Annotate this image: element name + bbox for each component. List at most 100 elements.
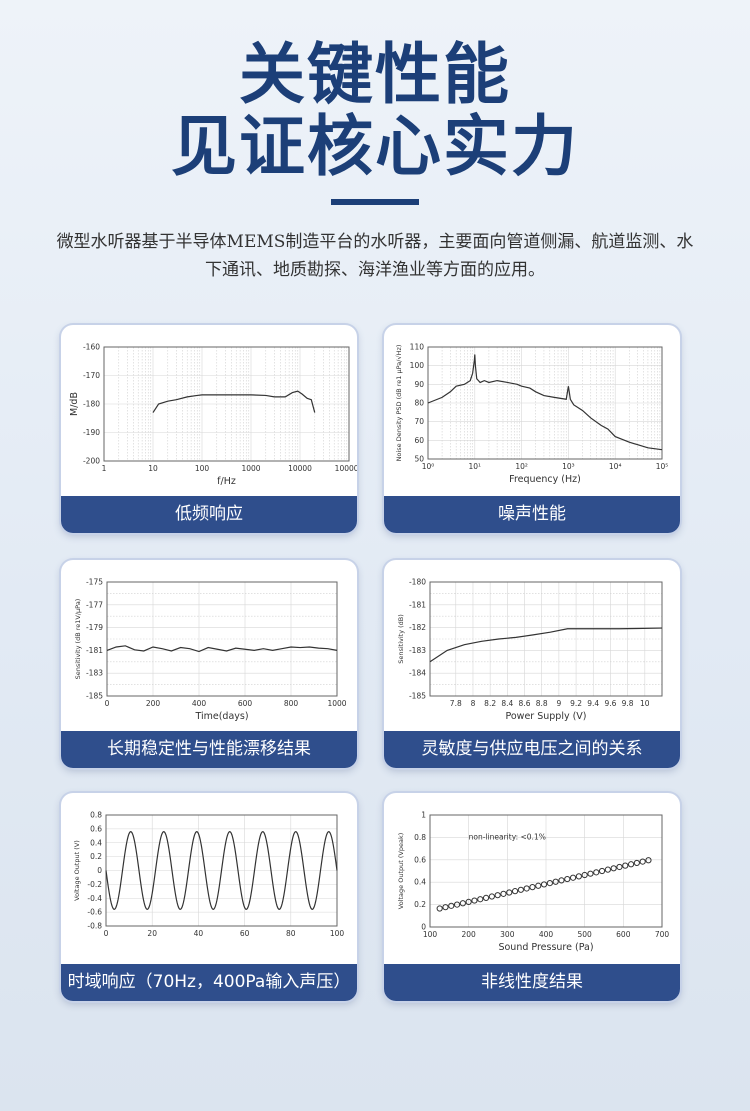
data-point <box>436 905 443 912</box>
x-tick-label: 8.8 <box>536 699 548 708</box>
chart-card-long-term-stability: 0 200 400 600 800 1000 -175 -177 -179 -181 -183 -18… <box>61 560 357 768</box>
data-point <box>506 889 513 896</box>
data-point <box>604 866 611 873</box>
data-point <box>558 877 565 884</box>
y-tick-label: 0 <box>97 866 102 875</box>
data-point <box>645 857 652 864</box>
y-tick-label: 60 <box>414 436 424 445</box>
y-tick-label: -0.8 <box>87 922 102 931</box>
x-tick-label: 10 <box>640 699 650 708</box>
title-underline <box>331 199 419 205</box>
x-tick-label: 8.6 <box>519 699 531 708</box>
plot-frame <box>429 581 663 697</box>
y-tick-label: 0.4 <box>90 838 102 847</box>
x-tick-label: 80 <box>286 929 296 938</box>
x-tick-label: 20 <box>147 929 157 938</box>
series-line <box>429 627 663 663</box>
series-line <box>152 390 316 413</box>
data-point <box>471 897 478 904</box>
x-tick-label: 100 <box>195 464 210 473</box>
x-tick-label: 8.4 <box>501 699 513 708</box>
data-point <box>523 885 530 892</box>
x-axis-label: Power Supply (V) <box>505 711 586 722</box>
chart-low-frequency-response: 1 10 100 1000 10000 100000 -160 -170 -180 -190 -20… <box>69 343 357 488</box>
page-title-line1: 关键性能 <box>239 36 511 113</box>
series-line <box>105 831 338 910</box>
plot-frame <box>429 814 663 928</box>
data-point <box>564 875 571 883</box>
chart-card-nonlinearity: 100 200 300 400 500 600 700 0 0.2 0.4 0.6 0.8 1 Sound… <box>384 793 680 1001</box>
x-tick-label: 400 <box>539 930 554 939</box>
data-point <box>639 858 646 865</box>
data-point <box>627 861 635 868</box>
data-point <box>598 867 606 875</box>
x-tick-label: 10 <box>148 464 158 473</box>
data-point <box>465 898 472 906</box>
x-tick-label: 500 <box>578 930 593 939</box>
y-axis-label: Voltage Output (V) <box>73 840 81 901</box>
x-axis-label: Sound Pressure (Pa) <box>498 942 593 953</box>
series-line <box>427 354 663 451</box>
data-point <box>511 888 519 895</box>
y-axis-label: Voltage Output (Vpeak) <box>397 833 405 909</box>
x-axis-label: f/Hz <box>217 476 236 487</box>
y-tick-label: 50 <box>414 455 424 464</box>
page-title-line2: 见证核心实力 <box>171 108 579 185</box>
plot-frame <box>106 581 338 697</box>
y-tick-label: -175 <box>86 578 103 587</box>
y-tick-label: 100 <box>410 361 425 370</box>
x-tick-label: 300 <box>500 930 515 939</box>
x-tick-label: 10¹ <box>469 462 482 471</box>
data-point <box>448 902 455 909</box>
x-tick-label: 700 <box>655 930 670 939</box>
x-tick-label: 10³ <box>562 462 575 471</box>
y-tick-label: 70 <box>414 417 424 426</box>
y-tick-label: -181 <box>409 600 426 609</box>
y-tick-label: 0.4 <box>414 878 426 887</box>
y-axis-label: Sensitivity (dB) <box>397 614 405 664</box>
y-tick-label: -177 <box>86 600 103 609</box>
y-tick-label: -0.4 <box>87 894 102 903</box>
y-tick-label: -179 <box>86 623 103 632</box>
y-tick-label: 0.2 <box>90 852 102 861</box>
x-tick-label: 600 <box>616 930 631 939</box>
x-tick-label: 9.6 <box>604 699 616 708</box>
product-description: 微型水听器基于半导体MEMS制造平台的水听器，主要面向管道侧漏、航道监测、水下通… <box>56 232 694 280</box>
x-tick-label: 0 <box>105 699 110 708</box>
x-tick-label: 10⁰ <box>422 462 435 471</box>
data-point <box>488 893 495 900</box>
x-tick-label: 9.2 <box>570 699 582 708</box>
data-point <box>569 874 577 881</box>
chart-card-low-frequency-response: 1 10 100 1000 10000 100000 -160 -170 -180 -190 -20… <box>61 325 357 533</box>
data-point <box>622 862 629 869</box>
x-tick-label: 100 <box>330 929 345 938</box>
data-point <box>535 882 542 889</box>
card-label: 非线性度结果 <box>384 964 680 1001</box>
x-tick-label: 100000 <box>335 464 357 473</box>
y-tick-label: -0.2 <box>87 880 102 889</box>
chart-noise-performance: 10⁰ 10¹ 10² 10³ 10⁴ 10⁵ 110 100 90 80 70 60 50 Freque… <box>395 343 668 486</box>
chart-card-time-domain-response: 0 20 40 60 80 100 0.8 0.6 0.4 0.2 0 -0.2 -0.4 -0.6 -0.… <box>61 793 357 1001</box>
data-point <box>575 873 582 880</box>
x-tick-label: 200 <box>462 930 477 939</box>
y-tick-label: -185 <box>409 692 426 701</box>
y-tick-label: -170 <box>83 371 100 380</box>
card-label: 灵敏度与供应电压之间的关系 <box>384 731 680 768</box>
y-axis-label: Noise Density PSD (dB re1 μPa/√Hz) <box>395 345 403 462</box>
y-tick-label: -180 <box>409 578 426 587</box>
y-tick-label: 0.2 <box>414 900 426 909</box>
data-point <box>477 896 484 903</box>
y-axis-label: M/dB <box>69 392 80 416</box>
data-point <box>453 901 461 908</box>
chart-sensitivity-vs-supply: 7.8 8 8.2 8.4 8.6 8.8 9 9.2 9.4 9.6 9.8 10 -180 -181 -… <box>397 578 663 722</box>
data-point <box>546 879 553 887</box>
data-point <box>529 884 536 891</box>
data-point <box>500 890 507 897</box>
x-tick-label: 9 <box>556 699 561 708</box>
x-axis-label: Time(days) <box>194 711 248 722</box>
chart-time-domain-response: 0 20 40 60 80 100 0.8 0.6 0.4 0.2 0 -0.2 -0.4 -0.6 -0.… <box>73 811 345 939</box>
x-tick-label: 9.4 <box>587 699 599 708</box>
x-tick-label: 0 <box>104 929 109 938</box>
x-tick-label: 800 <box>284 699 299 708</box>
y-tick-label: -183 <box>86 669 103 678</box>
